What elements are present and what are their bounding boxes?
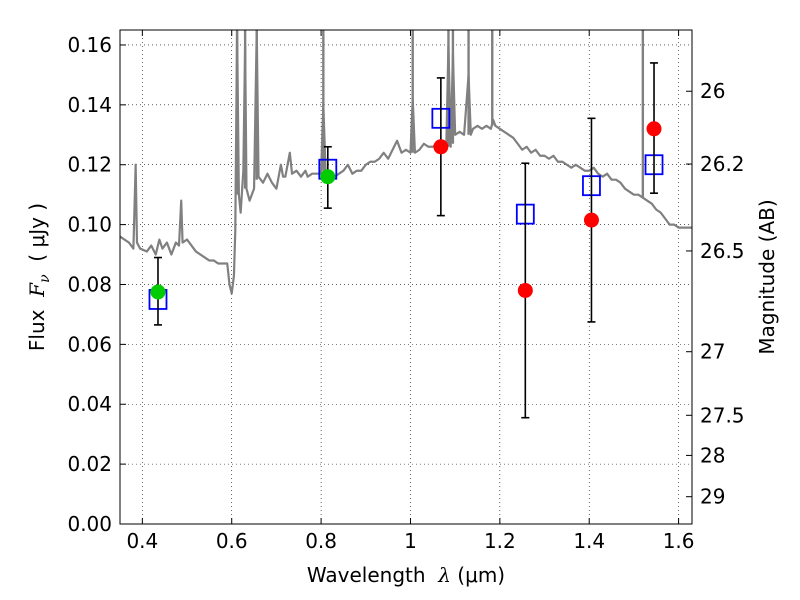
x-tick-label: 1.4: [573, 529, 605, 553]
observed-flux-point: [517, 282, 533, 298]
y2-tick-label: 26: [700, 79, 725, 103]
y2-tick-label: 27.5: [700, 403, 745, 427]
x-tick-label: 0.6: [216, 529, 248, 553]
observed-flux-point: [320, 169, 336, 185]
y-tick-label: 0.00: [67, 512, 112, 536]
ticks: 0.4 0.6 0.8 1 1.2 1.4 1.6 0.00 0.02 0.04 0.06 0.08 0…: [67, 30, 745, 553]
x-tick-label: 0.8: [305, 529, 337, 553]
x-tick-label: 1: [404, 529, 417, 553]
y2-tick-label: 27: [700, 340, 725, 364]
plot-area: [120, 30, 692, 524]
observed-flux-point: [433, 139, 449, 155]
x-axis-label: Wavelength λ (μm): [307, 563, 505, 587]
y2-axis-label: Magnitude (AB): [755, 199, 779, 354]
y-tick-label: 0.04: [67, 392, 112, 416]
y-axis-label: Flux Fν ( μJy ): [25, 203, 53, 351]
observed-flux-point: [583, 212, 599, 228]
y2-tick-label: 26.2: [700, 152, 745, 176]
y-tick-label: 0.08: [67, 272, 112, 296]
y2-tick-label: 26.5: [700, 239, 745, 263]
plot-frame: [119, 29, 693, 525]
observed-flux-point: [646, 121, 662, 137]
x-tick-label: 1.2: [484, 529, 516, 553]
y-tick-label: 0.14: [67, 93, 112, 117]
x-tick-label: 1.6: [663, 529, 695, 553]
x-tick-label: 0.4: [126, 529, 158, 553]
y2-tick-label: 29: [700, 485, 725, 509]
y-tick-label: 0.10: [67, 213, 112, 237]
plot-content: [120, 30, 692, 419]
y-tick-label: 0.16: [67, 33, 112, 57]
y-tick-label: 0.12: [67, 153, 112, 177]
observed-flux-point: [150, 284, 166, 300]
y-tick-label: 0.02: [67, 452, 112, 476]
y2-tick-label: 28: [700, 443, 725, 467]
y-tick-label: 0.06: [67, 332, 112, 356]
spectrum-line: [120, 30, 692, 295]
